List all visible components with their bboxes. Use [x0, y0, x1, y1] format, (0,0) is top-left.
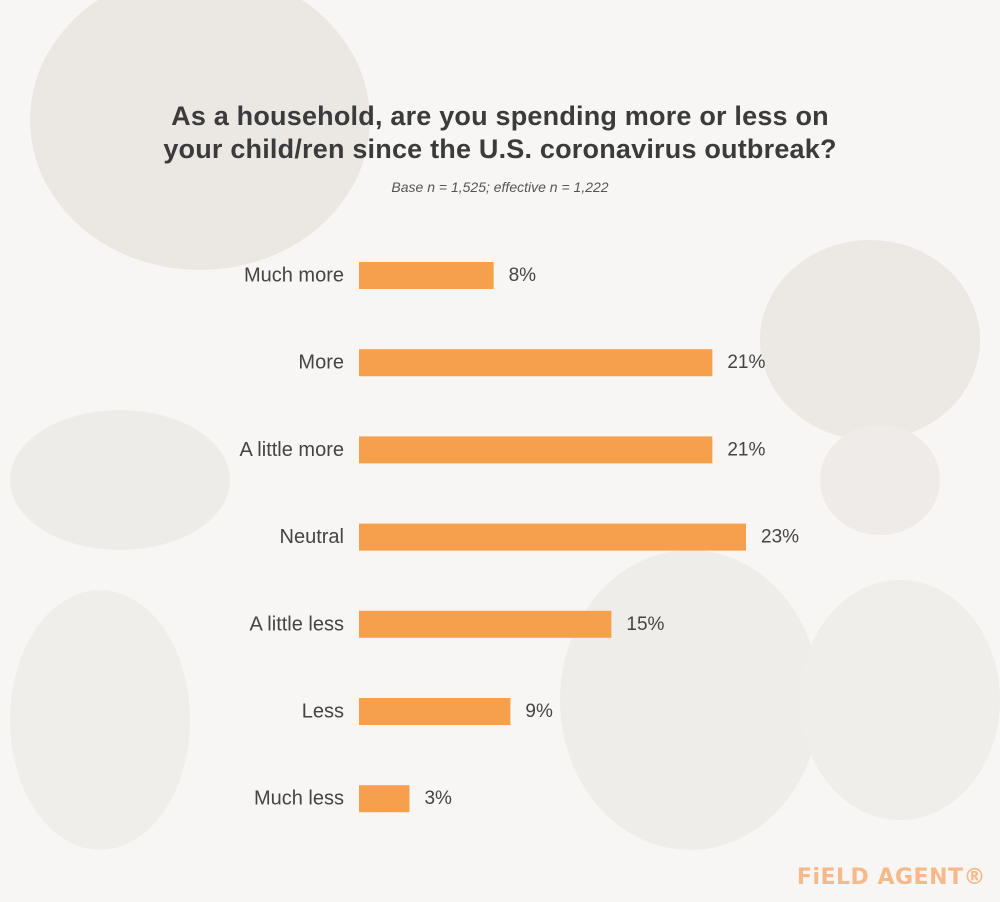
category-label: Much less	[254, 788, 344, 810]
bar	[359, 262, 494, 289]
value-label: 21%	[727, 352, 765, 373]
value-label: 3%	[424, 788, 452, 809]
chart-title: As a household, are you spending more or…	[0, 100, 1000, 166]
category-label: Neutral	[280, 526, 344, 548]
chart-title-line-2: your child/ren since the U.S. coronaviru…	[163, 134, 837, 164]
field-agent-logo: FiELD AGENT®	[796, 865, 986, 890]
bar	[359, 698, 511, 725]
category-label: A little less	[250, 613, 344, 635]
value-label: 8%	[509, 265, 537, 286]
category-label: Less	[302, 701, 344, 723]
chart-title-line-1: As a household, are you spending more or…	[171, 101, 829, 131]
bar	[359, 610, 612, 638]
category-label: A little more	[240, 439, 344, 461]
category-label: Much more	[244, 265, 344, 287]
bar	[359, 785, 410, 813]
value-label: 15%	[626, 614, 664, 635]
category-label: More	[298, 352, 344, 374]
bar	[359, 349, 713, 377]
chart-subtitle: Base n = 1,525; effective n = 1,222	[391, 179, 609, 195]
value-label: 21%	[727, 439, 765, 460]
bar	[359, 523, 746, 551]
value-label: 23%	[761, 527, 799, 548]
bar	[359, 436, 713, 464]
value-label: 9%	[525, 701, 553, 722]
